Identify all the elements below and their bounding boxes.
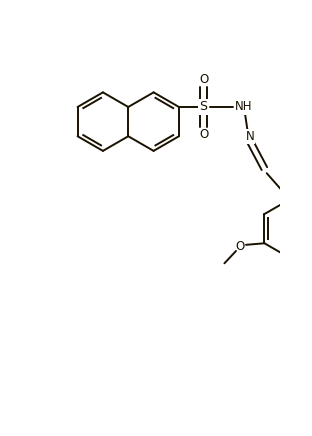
Text: O: O [235,240,245,253]
Text: O: O [199,128,208,141]
Text: N: N [246,130,254,143]
Text: O: O [199,73,208,86]
Text: NH: NH [235,100,252,113]
Text: S: S [200,100,207,113]
